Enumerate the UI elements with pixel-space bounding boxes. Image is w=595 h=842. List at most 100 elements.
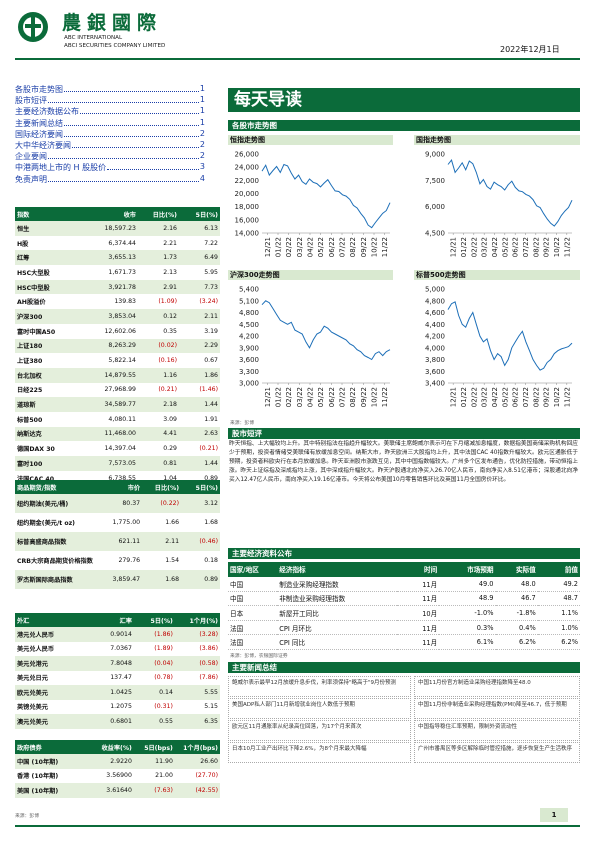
chart-title-csi300: 沪深300走势图 (228, 270, 393, 280)
table-header: 收益率(%) (88, 740, 134, 754)
table-cell: 48.7 (537, 591, 580, 607)
news-item[interactable]: 美国ADP私人部门11月新增就业岗位人数低于预期 (228, 698, 411, 719)
toc-item[interactable]: 国际经济要闻 2 (15, 129, 205, 140)
table-cell: 3.61640 (88, 783, 134, 798)
news-item[interactable]: 广州市番禺区等多区解除临时管控措施，逐步恢复生产生活秩序 (414, 742, 580, 763)
table-row: 法国 CPI 同比 11月 6.1% 6.2% 6.2% (228, 634, 580, 651)
toc-page: 2 (199, 140, 205, 149)
table-header: 指数 (15, 207, 85, 221)
x-tick-label: 07/22 (522, 387, 530, 407)
x-tick-label: 09/22 (360, 387, 368, 407)
table-cell: 7.73 (178, 279, 220, 295)
y-tick-label: 6,000 (425, 203, 445, 211)
commodities-table: 商品期货/指数 市价 日比(%) 5日(%) 纽约期油(美元/桶) 80.37 (0.22)… (15, 480, 220, 589)
table-cell: 6,738.55 (108, 474, 136, 482)
news-item[interactable]: 中国11月份官方制造业采购经理指数降至48.0 (414, 676, 580, 697)
table-cell: (0.21) (199, 445, 218, 453)
x-tick-label: 01/22 (460, 387, 468, 407)
news-item[interactable]: 鲍威尔表示最早12月放缓升息步伐，利率须保持"略高于"9月份预测 (228, 676, 411, 697)
y-tick-label: 4,800 (425, 297, 445, 305)
table-cell: 1,775.00 (112, 519, 141, 526)
table-cell: 0.14 (133, 685, 175, 700)
toc-item[interactable]: 企业要闻 2 (15, 151, 205, 162)
news-item[interactable]: 欧元区11月通胀率从纪录高位回落，为17个月来首次 (228, 720, 411, 741)
table-cell: (3.24) (199, 298, 218, 306)
table-cell: 上证380 (17, 358, 43, 366)
table-cell: 46.7 (495, 591, 538, 607)
y-tick-label: 18,000 (235, 203, 260, 211)
x-tick-label: 12/21 (450, 237, 458, 257)
y-tick-label: 9,000 (425, 151, 445, 159)
x-tick-label: 10/22 (553, 387, 561, 407)
x-tick-label: 05/22 (501, 237, 509, 257)
news-item[interactable]: 中国指导稳住汇率预期，限制外资流动性 (414, 720, 580, 741)
table-cell: -1.8% (495, 605, 538, 621)
table-cell: 香港 (10年期) (17, 773, 59, 781)
index-line (261, 163, 391, 229)
table-cell: 美元兑人民币 (17, 646, 55, 654)
table-cell: 1.86 (178, 367, 220, 383)
news-item[interactable]: 日本10月工业产出环比下降2.6%，为8个月来最大降幅 (228, 742, 411, 763)
table-cell: 1.16 (137, 367, 179, 383)
table-cell: 1.0% (537, 620, 580, 636)
x-tick-label: 10/22 (371, 237, 379, 257)
toc-item[interactable]: 各股市走势图 1 (15, 84, 205, 95)
toc-item[interactable]: 中港两地上市的 H 股股价 3 (15, 162, 205, 173)
x-tick-label: 01/22 (460, 237, 468, 257)
commentary-title: 股市短评 (228, 428, 580, 439)
csi300-chart: 5,400 5,100 4,800 4,500 4,200 3,900 3,600 3,300… (239, 286, 391, 407)
table-cell: 非制造业采购经理指数 (277, 591, 397, 607)
x-tick-label: 03/22 (481, 237, 489, 257)
table-cell: -1.0% (439, 605, 496, 621)
y-tick-label: 20,000 (235, 190, 260, 198)
table-cell: 法国 (228, 634, 278, 651)
table-cell: 1.44 (178, 397, 220, 412)
table-cell: (3.28) (174, 627, 220, 642)
y-tick-label: 4,000 (425, 344, 445, 352)
table-cell: 621.11 (97, 532, 143, 551)
x-tick-label: 06/22 (512, 387, 520, 407)
table-header: 实际值 (495, 562, 538, 577)
toc-item[interactable]: 主要新闻总结 1 (15, 118, 205, 129)
table-row: 美元兑日元 137.47 (0.78) (7.86) (15, 671, 220, 686)
table-cell: 富时中国A50 (17, 328, 56, 336)
table-cell: 台北加权 (15, 367, 85, 383)
table-cell: 0.12 (137, 309, 179, 324)
y-tick-label: 5,000 (425, 286, 445, 294)
table-row: HSC大型股 1,671.73 2.13 5.95 (15, 265, 220, 280)
table-cell: 0.35 (163, 327, 177, 335)
table-cell: 3.09 (163, 415, 177, 423)
y-tick-label: 4,500 (239, 321, 259, 329)
table-header: 时间 (396, 562, 440, 577)
table-row: 中国 制造业采购经理指数 11月 49.0 48.0 49.2 (228, 576, 580, 592)
table-header: 经济指标 (277, 562, 397, 577)
table-cell: 1.91 (204, 415, 218, 423)
table-cell: CRB大宗商品期货价格指数 (17, 558, 93, 565)
y-tick-label: 24,000 (235, 164, 260, 172)
table-header: 国家/地区 (228, 562, 278, 577)
toc-item[interactable]: 主要经济数据公布 1 (15, 106, 205, 117)
x-tick-label: 07/22 (339, 237, 347, 257)
table-cell: 14,879.55 (84, 367, 138, 383)
toc-item[interactable]: 股市短评 1 (15, 95, 205, 106)
table-row: 美国 (10年期) 3.61640 (7.63) (42.55) (15, 783, 220, 798)
news-item[interactable]: 中国11月份非制造业采购经理指数(PMI)降至46.7，低于预期 (414, 698, 580, 719)
toc-item-label: 大中华经济要闻 (15, 141, 71, 150)
table-cell: 80.37 (97, 494, 143, 513)
table-cell: 18,597.23 (84, 221, 138, 236)
table-row: 美元兑人民币 7.0367 (1.89) (3.86) (15, 642, 220, 657)
toc-item-label: 企业要闻 (15, 152, 47, 162)
table-cell: (42.55) (174, 783, 220, 798)
table-header: 5日(bps) (133, 740, 175, 754)
x-tick-label: 02/22 (470, 387, 478, 407)
table-header: 5日(%) (181, 480, 220, 494)
table-cell: 48.9 (439, 591, 496, 607)
table-cell: 5.95 (204, 268, 218, 276)
toc-item[interactable]: 大中华经济要闻 2 (15, 140, 205, 151)
x-tick-label: 09/22 (543, 387, 551, 407)
x-tick-label: 05/22 (317, 387, 325, 407)
table-cell: 0.9014 (88, 627, 134, 642)
toc-item[interactable]: 免责声明 4 (15, 174, 205, 185)
table-cell: 法国 (228, 620, 278, 636)
table-cell: 10月 (396, 605, 440, 621)
